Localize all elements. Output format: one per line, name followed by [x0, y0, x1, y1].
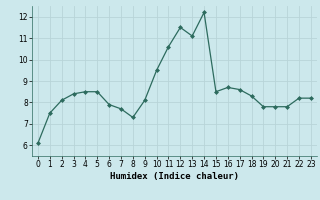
X-axis label: Humidex (Indice chaleur): Humidex (Indice chaleur) — [110, 172, 239, 181]
